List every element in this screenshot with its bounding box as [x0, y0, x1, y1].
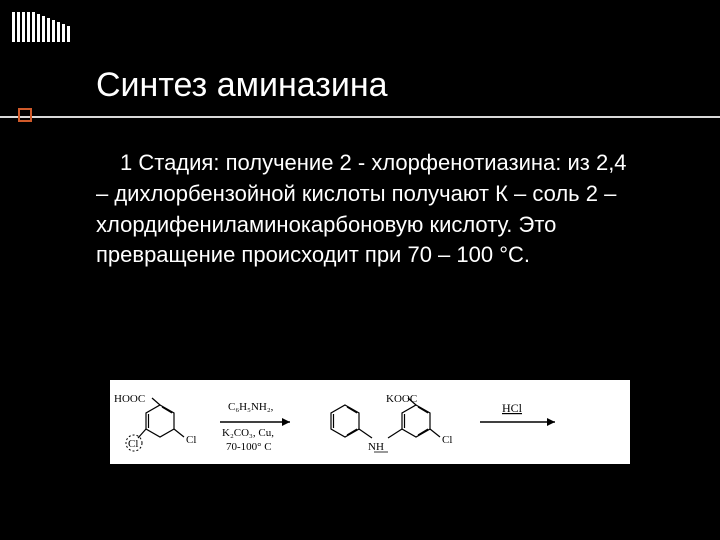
- label-cl-product: Cl: [442, 434, 452, 446]
- reaction-arrow-2: HCl: [480, 401, 555, 426]
- corner-ornament: [12, 12, 70, 42]
- reaction-arrow-1: C₆H₅NH₂, K₂CO₃, Cu, 70-100° C: [220, 401, 290, 453]
- chemical-reaction-figure: HOOC Cl Cl C₆H₅NH₂, K₂CO₃, Cu, 70-100° C: [110, 380, 630, 464]
- reagents-above: C₆H₅NH₂,: [228, 401, 274, 413]
- label-hcl: HCl: [502, 401, 523, 415]
- slide-body-text: 1 Стадия: получение 2 - хлорфенотиазина:…: [96, 148, 636, 271]
- slide-title: Синтез аминазина: [96, 66, 388, 105]
- reactant-structure: HOOC Cl Cl: [114, 393, 196, 451]
- label-cl-right: Cl: [186, 434, 196, 446]
- reagents-below-2: 70-100° C: [226, 441, 272, 453]
- slide: Синтез аминазина 1 Стадия: получение 2 -…: [0, 0, 720, 540]
- label-hooc: HOOC: [114, 393, 145, 405]
- title-underline: [0, 116, 720, 118]
- reagents-below-1: K₂CO₃, Cu,: [222, 427, 274, 439]
- product-structure: KOOC NH Cl: [331, 393, 452, 453]
- accent-square: [18, 108, 32, 122]
- label-kooc: KOOC: [386, 393, 417, 405]
- label-nh: NH: [368, 441, 384, 453]
- label-cl-circled: Cl: [128, 438, 138, 450]
- body-content: 1 Стадия: получение 2 - хлорфенотиазина:…: [96, 150, 627, 267]
